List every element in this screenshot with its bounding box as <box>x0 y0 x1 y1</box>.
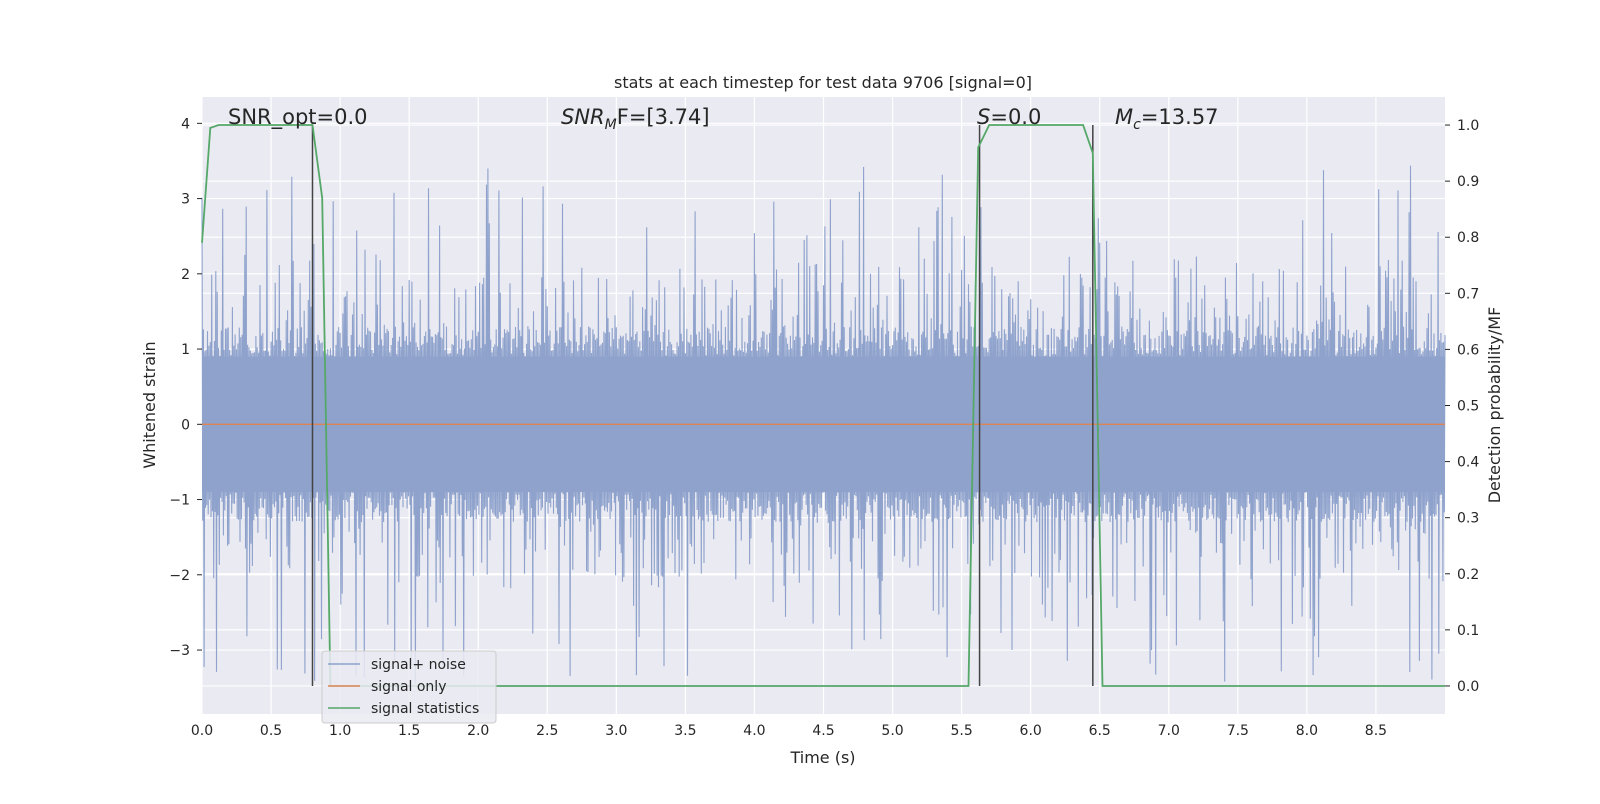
x-tick-label: 1.5 <box>398 723 420 739</box>
x-tick-label: 4.5 <box>812 723 834 739</box>
x-tick-label: 6.0 <box>1020 723 1042 739</box>
y-tick-label: −2 <box>169 568 190 584</box>
annotation-chirp-mass: Mc=13.57 <box>1115 105 1219 133</box>
x-tick-label: 5.5 <box>950 723 972 739</box>
y2-tick-label: 0.7 <box>1457 286 1479 302</box>
y2-tick-label: 0.5 <box>1457 399 1479 415</box>
noise-line <box>201 165 1446 684</box>
y2-tick-label: 0.9 <box>1457 174 1479 190</box>
x-tick-label: 8.0 <box>1296 723 1318 739</box>
x-tick-label: 4.0 <box>743 723 765 739</box>
y2-tick-label: 0.2 <box>1457 567 1479 583</box>
x-tick-label: 2.0 <box>467 723 489 739</box>
x-tick-label: 3.5 <box>674 723 696 739</box>
y-tick-label: 2 <box>181 267 190 283</box>
legend-label-signal-only: signal only <box>371 679 446 695</box>
annotation-s-value: S=0.0 <box>977 105 1041 129</box>
y2-tick-label: 0.3 <box>1457 511 1479 527</box>
y-tick-label: 3 <box>181 192 190 208</box>
x-tick-label: 7.0 <box>1158 723 1180 739</box>
x-axis-label: Time (s) <box>789 748 855 767</box>
x-tick-label: 3.0 <box>605 723 627 739</box>
y2-tick-label: 0.4 <box>1457 455 1479 471</box>
x-tick-label: 0.0 <box>191 723 213 739</box>
y-tick-label: 0 <box>181 417 190 433</box>
signal-statistics-series <box>201 124 1445 687</box>
y2-tick-label: 0.1 <box>1457 623 1479 639</box>
legend-label-statistics: signal statistics <box>371 701 479 717</box>
y2-tick-label: 0.6 <box>1457 342 1479 358</box>
y-tick-label: −3 <box>169 643 190 659</box>
event-markers <box>311 125 1094 686</box>
x-tick-label: 0.5 <box>260 723 282 739</box>
y2-axis-label: Detection probability/MF <box>1485 307 1504 504</box>
legend-box <box>321 650 497 724</box>
annotation-snr-mf: SNRMF=[3.74] <box>561 105 710 133</box>
annotation-snr-opt: SNR_opt=0.0 <box>228 105 368 130</box>
tick-labels: 0.0 0.5 1.0 1.5 2.0 2.5 3.0 3.5 4.0 4.5 5.0 5.5 6.0 6… <box>169 116 1479 739</box>
y-tick-label: 4 <box>181 116 190 132</box>
x-tick-label: 2.5 <box>536 723 558 739</box>
y2-tick-label: 0.8 <box>1457 230 1479 246</box>
y-tick-label: −1 <box>169 493 190 509</box>
y-tick-label: 1 <box>181 342 190 358</box>
x-tick-label: 6.5 <box>1089 723 1111 739</box>
legend-label-noise: signal+ noise <box>371 657 466 673</box>
legend: signal+ noise signal only signal statist… <box>321 650 497 724</box>
statistics-line <box>201 124 1445 687</box>
x-tick-label: 8.5 <box>1365 723 1387 739</box>
x-tick-label: 7.5 <box>1227 723 1249 739</box>
chart-title: stats at each timestep for test data 970… <box>614 73 1032 92</box>
y-axis-label: Whitened strain <box>140 341 159 468</box>
x-tick-label: 1.0 <box>329 723 351 739</box>
y2-tick-label: 0.0 <box>1457 679 1479 695</box>
x-tick-label: 5.0 <box>881 723 903 739</box>
y2-tick-label: 1.0 <box>1457 118 1479 134</box>
